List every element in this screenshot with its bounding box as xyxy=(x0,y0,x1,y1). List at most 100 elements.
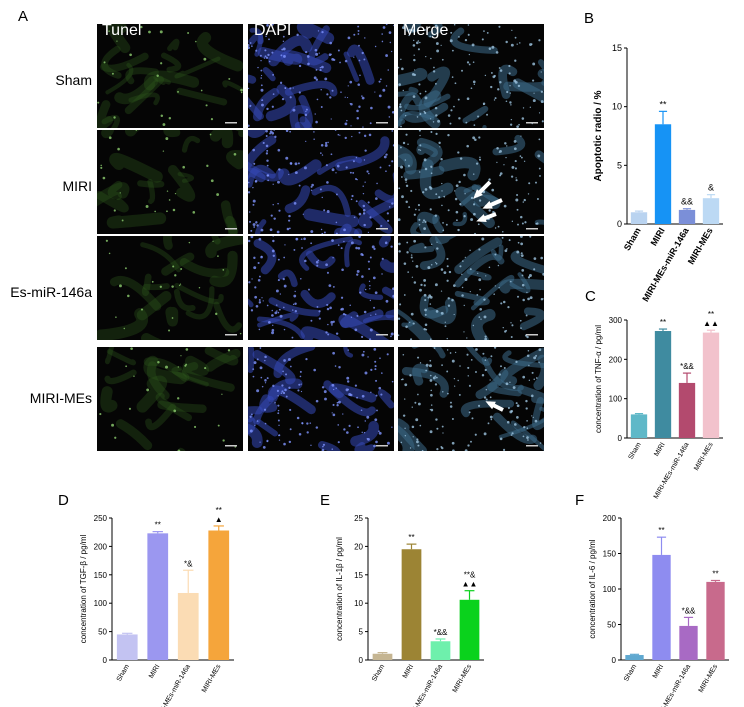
y-tick-label: 0 xyxy=(103,656,108,665)
y-tick-label: 5 xyxy=(359,628,364,637)
significance-label: *&& xyxy=(680,362,694,371)
y-tick-label: 200 xyxy=(609,355,623,364)
bar xyxy=(459,599,480,660)
y-tick-label: 0 xyxy=(359,656,364,665)
chart-svg: 0 50 100 150 200 concentration of IL-6 / pg/m… xyxy=(588,514,729,707)
y-tick-label: 100 xyxy=(603,585,617,594)
x-tick-label: Sham xyxy=(623,663,638,682)
x-tick-label: MIRI-MEs xyxy=(698,663,720,694)
significance-label: ** xyxy=(659,99,667,109)
significance-label: ▲ xyxy=(215,515,223,524)
micrograph-dapi-3 xyxy=(248,236,394,340)
significance-label: *& xyxy=(184,559,193,568)
x-tick-label: MIRI xyxy=(148,663,161,679)
panel-label-d: D xyxy=(58,492,69,509)
row-label-es-mir-146a: Es-miR-146a xyxy=(10,284,92,300)
significance-label: **& xyxy=(464,571,476,580)
x-tick-label: MIRI-MEs xyxy=(693,441,715,472)
x-tick-label: MIRI xyxy=(653,441,666,457)
x-tick-label: Sham xyxy=(116,663,131,682)
y-tick-label: 0 xyxy=(612,656,617,665)
x-tick-label: MIRI-MEs xyxy=(452,663,474,694)
y-tick-label: 20 xyxy=(354,542,363,551)
x-tick-label: Sham xyxy=(628,441,643,460)
row-label-sham: Sham xyxy=(55,72,92,88)
y-tick-label: 15 xyxy=(612,43,622,53)
arrow-icon xyxy=(482,198,503,209)
y-tick-label: 200 xyxy=(603,514,617,523)
significance-label: && xyxy=(681,197,693,207)
bar xyxy=(372,653,393,660)
bar xyxy=(147,533,169,660)
y-tick-label: 10 xyxy=(354,599,363,608)
significance-label: *&& xyxy=(682,606,696,615)
chart-svg: 0 50 100 150 200 250 concentration of TGF-β / … xyxy=(79,506,234,707)
significance-label: *&& xyxy=(434,628,448,637)
panel-label-c: C xyxy=(585,288,596,305)
micrograph-merge-1 xyxy=(398,24,544,128)
significance-label: ** xyxy=(155,521,161,530)
arrow-icon xyxy=(473,180,492,199)
y-tick-label: 50 xyxy=(98,628,107,637)
significance-label: ** xyxy=(658,526,664,535)
column-title-merge: Merge xyxy=(403,22,449,39)
column-title-dapi: DAPI xyxy=(254,22,292,39)
arrow-icon xyxy=(476,212,497,222)
micrograph-tunel-4 xyxy=(97,347,243,451)
y-tick-label: 100 xyxy=(609,395,623,404)
y-tick-label: 15 xyxy=(354,571,363,580)
bar xyxy=(630,212,648,224)
bar xyxy=(401,549,422,660)
y-tick-label: 250 xyxy=(94,514,108,523)
x-tick-label: MIRI xyxy=(402,663,415,679)
y-tick-label: 200 xyxy=(94,542,108,551)
y-tick-label: 10 xyxy=(612,102,622,112)
column-title-tunel: Tunel xyxy=(102,22,142,39)
y-axis-title: concentration of IL-6 / pg/ml xyxy=(588,539,597,638)
significance-label: ** xyxy=(216,506,222,515)
significance-label: & xyxy=(708,183,714,193)
row-label-miri-mes: MIRI-MEs xyxy=(29,390,92,406)
chart-d-tgf-beta: 0 50 100 150 200 250 concentration of TGF-β / … xyxy=(60,506,240,707)
y-tick-label: 100 xyxy=(94,599,108,608)
x-tick-label: MIRI xyxy=(649,226,667,247)
arrow-icon xyxy=(485,401,504,412)
micrograph-merge-3 xyxy=(398,236,544,340)
y-tick-label: 50 xyxy=(607,621,616,630)
micrograph-merge-4 xyxy=(398,347,544,451)
x-tick-label: MIRI-MEs-miR-146a xyxy=(640,225,691,303)
y-axis-title: concentration of TGF-β / pg/ml xyxy=(79,535,88,644)
significance-label: ** xyxy=(708,310,714,319)
panel-label-a: A xyxy=(18,8,29,25)
bar xyxy=(706,581,725,660)
bar xyxy=(652,554,671,660)
significance-label: ▲▲ xyxy=(462,580,478,589)
y-axis-title: concentration of IL-1β / pg/ml xyxy=(335,537,344,641)
micrograph-dapi-2 xyxy=(248,130,394,234)
x-tick-label: MIRI-MEs xyxy=(201,663,223,694)
bar xyxy=(625,655,644,660)
panel-label-e: E xyxy=(320,492,331,509)
row-label-miri: MIRI xyxy=(62,178,92,194)
micrograph-tunel-1 xyxy=(97,24,243,128)
y-tick-label: 150 xyxy=(94,571,108,580)
x-tick-label: Sham xyxy=(622,226,643,252)
x-tick-label: MIRI xyxy=(652,663,665,679)
bar xyxy=(177,592,199,660)
y-tick-label: 0 xyxy=(617,219,622,229)
x-tick-label: MIRI-MEs xyxy=(686,226,715,266)
bar xyxy=(702,198,720,224)
chart-b-apoptotic-ratio: 0 5 10 15 Apoptotic radio / % Sham ** MIRI && MIR… xyxy=(585,40,735,303)
y-tick-label: 300 xyxy=(609,316,623,325)
bar xyxy=(430,641,451,660)
y-tick-label: 25 xyxy=(354,514,363,523)
bar xyxy=(679,625,698,660)
bar xyxy=(678,209,696,224)
significance-label: ** xyxy=(408,533,414,542)
bar xyxy=(116,634,138,660)
chart-svg: 0 5 10 15 20 25 concentration of IL-1β / pg/ml… xyxy=(335,514,484,707)
y-axis-title: concentration of TNF-α / pg/ml xyxy=(594,325,603,433)
micrograph-dapi-4 xyxy=(248,347,394,451)
panel-label-b: B xyxy=(584,10,595,27)
chart-svg: 0 100 200 300 concentration of TNF-α / pg/ml… xyxy=(594,310,723,500)
